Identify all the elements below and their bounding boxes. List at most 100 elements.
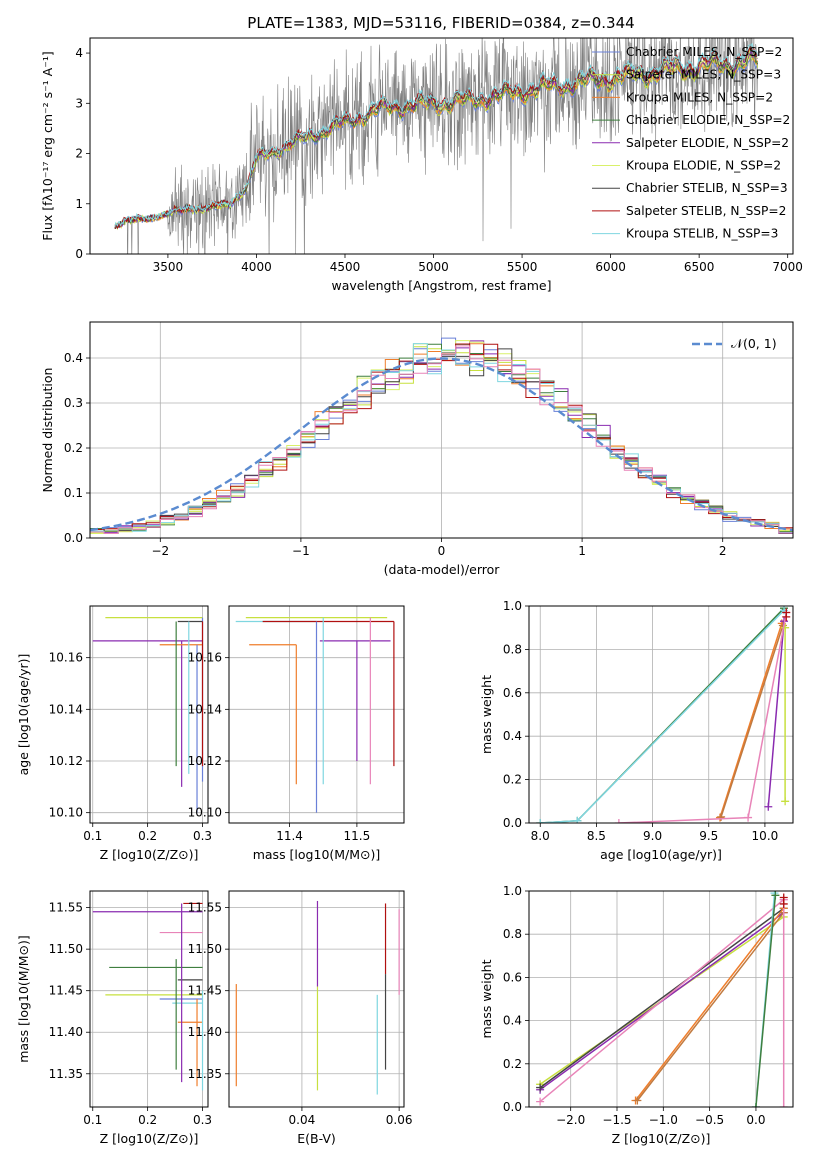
y-tick-label: 4 bbox=[75, 46, 83, 60]
plot-area bbox=[90, 337, 793, 534]
x-tick-label: 0.2 bbox=[138, 829, 157, 843]
x-tick-label: 11.4 bbox=[276, 829, 303, 843]
y-tick-label: 1.0 bbox=[503, 599, 522, 613]
plot-area bbox=[92, 617, 204, 813]
x-tick-label: 0.1 bbox=[83, 1113, 102, 1127]
mass-weight-line bbox=[618, 612, 788, 823]
y-axis-label: Normed distribution bbox=[40, 368, 55, 493]
x-tick-label: 5000 bbox=[418, 260, 449, 274]
model-spectrum-line bbox=[114, 45, 758, 230]
plus-marker bbox=[573, 816, 582, 823]
spectrum-title: PLATE=1383, MJD=53116, FIBERID=0384, z=0… bbox=[247, 14, 634, 32]
y-tick-label: 0.3 bbox=[64, 396, 83, 410]
plot-area bbox=[536, 891, 788, 1107]
plus-marker bbox=[536, 1097, 545, 1106]
x-tick-label: 0.04 bbox=[289, 1113, 316, 1127]
plot-area bbox=[92, 902, 204, 1091]
x-tick-label: 0.3 bbox=[193, 1113, 212, 1127]
plus-marker bbox=[751, 1103, 760, 1107]
plot-area bbox=[536, 606, 791, 823]
plus-marker bbox=[744, 813, 753, 822]
plus-marker bbox=[717, 812, 726, 821]
y-tick-label: 10.14 bbox=[49, 702, 83, 716]
mass-weight-line bbox=[540, 607, 785, 823]
x-tick-label: 8.0 bbox=[531, 829, 550, 843]
y-tick-label: 0.0 bbox=[64, 531, 83, 545]
x-tick-label: 0.1 bbox=[83, 829, 102, 843]
plus-marker bbox=[536, 819, 545, 823]
x-tick-label: −1 bbox=[292, 544, 310, 558]
plot-area bbox=[235, 900, 400, 1095]
plus-marker bbox=[771, 891, 780, 900]
y-tick-label: 2 bbox=[75, 147, 83, 161]
x-tick-label: 9.5 bbox=[699, 829, 718, 843]
x-axis-label: E(B-V) bbox=[297, 1131, 336, 1146]
legend-label: Chabrier MILES, N_SSP=2 bbox=[626, 45, 782, 59]
model-spectrum-line bbox=[114, 43, 759, 228]
y-tick-label: 0.2 bbox=[503, 1057, 522, 1071]
mass-weight-line bbox=[719, 623, 783, 818]
x-tick-label: 10.0 bbox=[752, 829, 779, 843]
mass-vs-metallicity-panel: 0.1 0.2 0.3 11.35 11.40 11.45 11.50 11.55 Z [log… bbox=[16, 890, 212, 1146]
legend-label: Kroupa MILES, N_SSP=2 bbox=[626, 90, 773, 104]
x-tick-label: 9.0 bbox=[643, 829, 662, 843]
x-axis-label: age [log10(age/yr)] bbox=[600, 847, 722, 862]
plot-area bbox=[114, 38, 759, 254]
mass-weight-line bbox=[539, 907, 785, 1089]
y-tick-label: 11.50 bbox=[49, 942, 83, 956]
legend-label: Salpeter MILES, N_SSP=3 bbox=[626, 68, 781, 82]
x-tick-label: 2 bbox=[719, 544, 727, 558]
x-tick-label: 3500 bbox=[153, 260, 184, 274]
x-axis-label: Z [log10(Z/Z⊙)] bbox=[100, 847, 199, 862]
legend-label: Kroupa STELIB, N_SSP=3 bbox=[626, 227, 778, 241]
mass-weight-line bbox=[767, 621, 785, 807]
x-axis-label: mass [log10(M/M⊙)] bbox=[253, 847, 381, 862]
x-tick-label: 8.5 bbox=[587, 829, 606, 843]
x-axis-label: Z [log10(Z/Z⊙)] bbox=[100, 1131, 199, 1146]
plus-marker bbox=[764, 802, 773, 811]
y-axis-label: Flux [fλ10⁻¹⁷ erg cm⁻² s⁻¹ A⁻¹] bbox=[40, 51, 55, 240]
x-tick-label: 1 bbox=[578, 544, 586, 558]
y-axis-label: mass [log10(M/M⊙)] bbox=[16, 935, 31, 1063]
y-axis-label: age [log10(age/yr)] bbox=[16, 654, 31, 776]
y-tick-label: 10.16 bbox=[49, 651, 83, 665]
legend-label: 𝒩(0, 1) bbox=[731, 336, 777, 351]
mass-weight-line bbox=[720, 625, 784, 818]
y-tick-label: 0.2 bbox=[64, 441, 83, 455]
plus-marker bbox=[779, 893, 788, 902]
plus-marker bbox=[781, 623, 790, 632]
legend-label: Chabrier ELODIE, N_SSP=2 bbox=[626, 113, 790, 127]
axes-frame bbox=[89, 890, 209, 1108]
y-tick-label: 0.4 bbox=[503, 1014, 522, 1028]
y-tick-label: 1 bbox=[75, 197, 83, 211]
spectrum-panel: 3500 4000 4500 5000 5500 6000 6500 7000 0 1 2 3 4 wav… bbox=[40, 37, 803, 293]
y-tick-label: 10.12 bbox=[188, 754, 222, 768]
y-tick-label: 11.35 bbox=[188, 1067, 222, 1081]
x-axis-label: (data-model)/error bbox=[384, 562, 501, 577]
legend-label: Chabrier STELIB, N_SSP=3 bbox=[626, 181, 788, 195]
y-tick-label: 10.16 bbox=[188, 651, 222, 665]
mass-weight-line bbox=[540, 609, 785, 823]
y-tick-label: 11.55 bbox=[49, 901, 83, 915]
x-tick-label: 7000 bbox=[772, 260, 803, 274]
x-tick-label: −1.5 bbox=[602, 1113, 631, 1127]
y-tick-label: 11.50 bbox=[188, 942, 222, 956]
plus-marker bbox=[779, 1103, 788, 1107]
axes-frame bbox=[228, 605, 405, 824]
y-tick-label: 11.40 bbox=[188, 1025, 222, 1039]
grid-lines bbox=[90, 891, 208, 1107]
plus-marker bbox=[614, 819, 623, 823]
axes-frame bbox=[528, 605, 794, 824]
x-tick-label: 11.5 bbox=[344, 829, 371, 843]
x-axis-label: Z [log10(Z/Z⊙)] bbox=[612, 1131, 711, 1146]
y-tick-label: 11.40 bbox=[49, 1025, 83, 1039]
x-tick-label: 0.2 bbox=[138, 1113, 157, 1127]
mass-weight-line bbox=[539, 899, 785, 1103]
histogram-step bbox=[90, 343, 793, 532]
residual-histogram-panel: −2 −1 0 1 2 0.0 0.1 0.2 0.3 0.4 (data-model)/error… bbox=[40, 321, 794, 577]
mass-weight-line bbox=[634, 907, 785, 1101]
x-axis-label: wavelength [Angstrom, rest frame] bbox=[331, 278, 551, 293]
y-tick-label: 0.0 bbox=[503, 816, 522, 830]
age-vs-mass-panel: 11.4 11.5 10.10 10.12 10.14 10.16 mass [log10(… bbox=[188, 605, 405, 862]
